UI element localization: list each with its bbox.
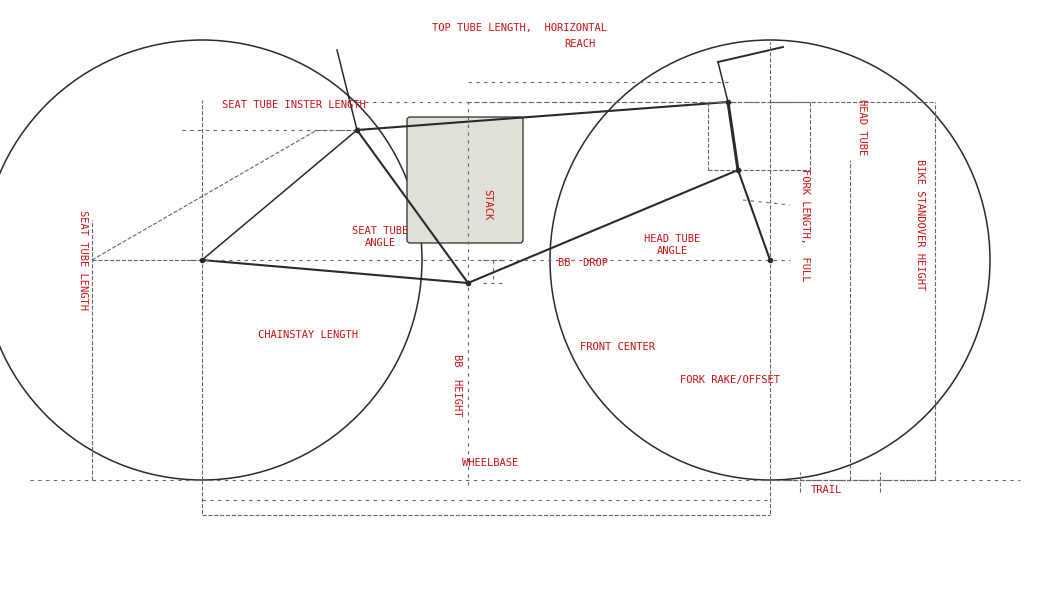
Text: FRONT CENTER: FRONT CENTER [581,342,655,352]
Text: REACH: REACH [565,39,595,49]
Text: FORK RAKE/OFFSET: FORK RAKE/OFFSET [680,375,780,385]
Text: BB  HEIGHT: BB HEIGHT [452,354,462,416]
Text: TOP TUBE LENGTH,  HORIZONTAL: TOP TUBE LENGTH, HORIZONTAL [433,23,608,33]
Text: STACK: STACK [482,190,492,221]
Text: CHAINSTAY LENGTH: CHAINSTAY LENGTH [258,330,358,340]
Text: WHEELBASE: WHEELBASE [462,458,518,468]
Text: BB  DROP: BB DROP [558,258,608,268]
Text: SEAT TUBE INSTER LENGTH: SEAT TUBE INSTER LENGTH [222,100,365,110]
Text: BIKE STANDOVER HEIGHT: BIKE STANDOVER HEIGHT [915,160,925,290]
Text: SEAT TUBE LENGTH: SEAT TUBE LENGTH [78,210,88,310]
Text: FORK LENGTH,  FULL: FORK LENGTH, FULL [800,169,810,281]
Text: TRAIL: TRAIL [811,485,842,495]
Text: HEAD TUBE
ANGLE: HEAD TUBE ANGLE [644,234,700,256]
FancyBboxPatch shape [407,117,523,243]
Text: HEAD TUBE: HEAD TUBE [857,99,867,155]
Text: SEAT TUBE
ANGLE: SEAT TUBE ANGLE [352,226,408,248]
